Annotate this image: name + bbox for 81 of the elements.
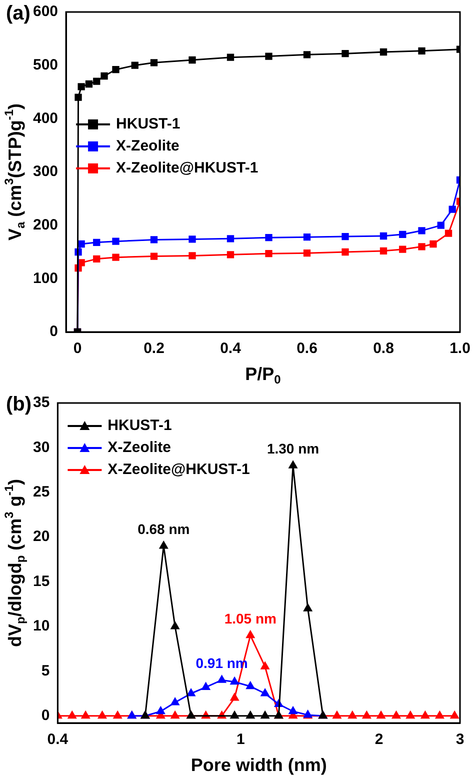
point <box>303 233 311 241</box>
annotation: 1.05 nm <box>224 610 276 626</box>
x-tick-label: 1 <box>236 731 245 748</box>
x-tick-label: 0.8 <box>373 340 394 358</box>
text: dVp/dlogdp (cm3 g-1) <box>2 479 28 647</box>
y-tick-label: 35 <box>32 394 50 412</box>
point <box>418 47 426 55</box>
y-tick-label: 100 <box>32 270 58 287</box>
point <box>226 251 234 258</box>
point <box>380 247 388 255</box>
x-tick-label: 1.0 <box>450 340 470 358</box>
legend-label: HKUST-1 <box>116 116 180 133</box>
x-tick-label: 0.2 <box>144 340 164 358</box>
point <box>150 236 158 244</box>
x-tick-label: 0 <box>73 340 82 358</box>
legend-label: HKUST-1 <box>108 417 172 434</box>
point <box>93 238 100 246</box>
point <box>150 252 158 260</box>
y-tick-label: 10 <box>32 618 50 635</box>
point <box>418 227 426 234</box>
y-tick-label: 400 <box>32 110 58 127</box>
y-tick-label: 200 <box>32 216 58 234</box>
point <box>430 240 437 248</box>
point <box>78 240 85 248</box>
point <box>93 255 100 263</box>
point <box>226 54 234 61</box>
point <box>265 250 272 258</box>
legend-label: X-Zeolite <box>108 439 172 456</box>
chart-title: (a) <box>6 2 30 25</box>
point <box>342 50 349 58</box>
point <box>93 78 100 85</box>
x-tick-label: 0.4 <box>47 731 69 748</box>
point <box>399 230 406 238</box>
x-axis-title: Pore width (nm) <box>190 754 327 775</box>
point <box>342 232 349 240</box>
point <box>303 51 311 58</box>
point <box>150 59 158 66</box>
y-tick-label: 25 <box>32 484 50 501</box>
point <box>265 234 272 242</box>
point <box>448 206 456 213</box>
y-tick-label: 0 <box>50 323 58 340</box>
point <box>188 252 196 260</box>
point <box>418 243 426 250</box>
y-axis-title: Va (cm3(STP)g-1) <box>2 103 28 241</box>
point <box>380 232 388 240</box>
point <box>188 236 196 243</box>
point <box>399 246 406 253</box>
x-tick-label: 2 <box>374 731 384 748</box>
point <box>265 52 272 60</box>
point <box>188 56 196 64</box>
point <box>380 48 388 56</box>
annotation: 1.30 nm <box>266 440 320 456</box>
y-tick-label: 600 <box>32 3 58 20</box>
legend-label: X-Zeolite <box>116 138 180 155</box>
point <box>444 230 452 237</box>
point <box>85 80 93 88</box>
y-tick-label: 20 <box>32 528 50 546</box>
point <box>78 83 85 90</box>
y-tick-label: 5 <box>41 662 50 680</box>
y-tick-label: 500 <box>32 56 58 74</box>
point <box>112 254 120 261</box>
y-tick-label: 0 <box>41 706 50 724</box>
legend-label: X-Zeolite@HKUST-1 <box>108 461 250 478</box>
point <box>303 249 311 257</box>
point <box>74 94 82 101</box>
y-tick-label: 15 <box>32 572 50 590</box>
point <box>226 235 234 242</box>
y-tick-label: 30 <box>32 438 50 456</box>
point <box>131 62 138 69</box>
legend-label: X-Zeolite@HKUST-1 <box>116 160 258 177</box>
point <box>100 72 108 80</box>
point <box>112 238 120 245</box>
point <box>342 248 349 256</box>
x-tick-label: 0.4 <box>220 340 242 358</box>
point <box>437 222 444 229</box>
annotation: 0.68 nm <box>138 520 190 537</box>
point <box>112 66 120 74</box>
x-tick-label: 0.6 <box>296 340 318 358</box>
chart-title: (b) <box>6 394 32 416</box>
y-tick-label: 300 <box>32 163 58 180</box>
x-tick-label: 3 <box>456 731 464 748</box>
